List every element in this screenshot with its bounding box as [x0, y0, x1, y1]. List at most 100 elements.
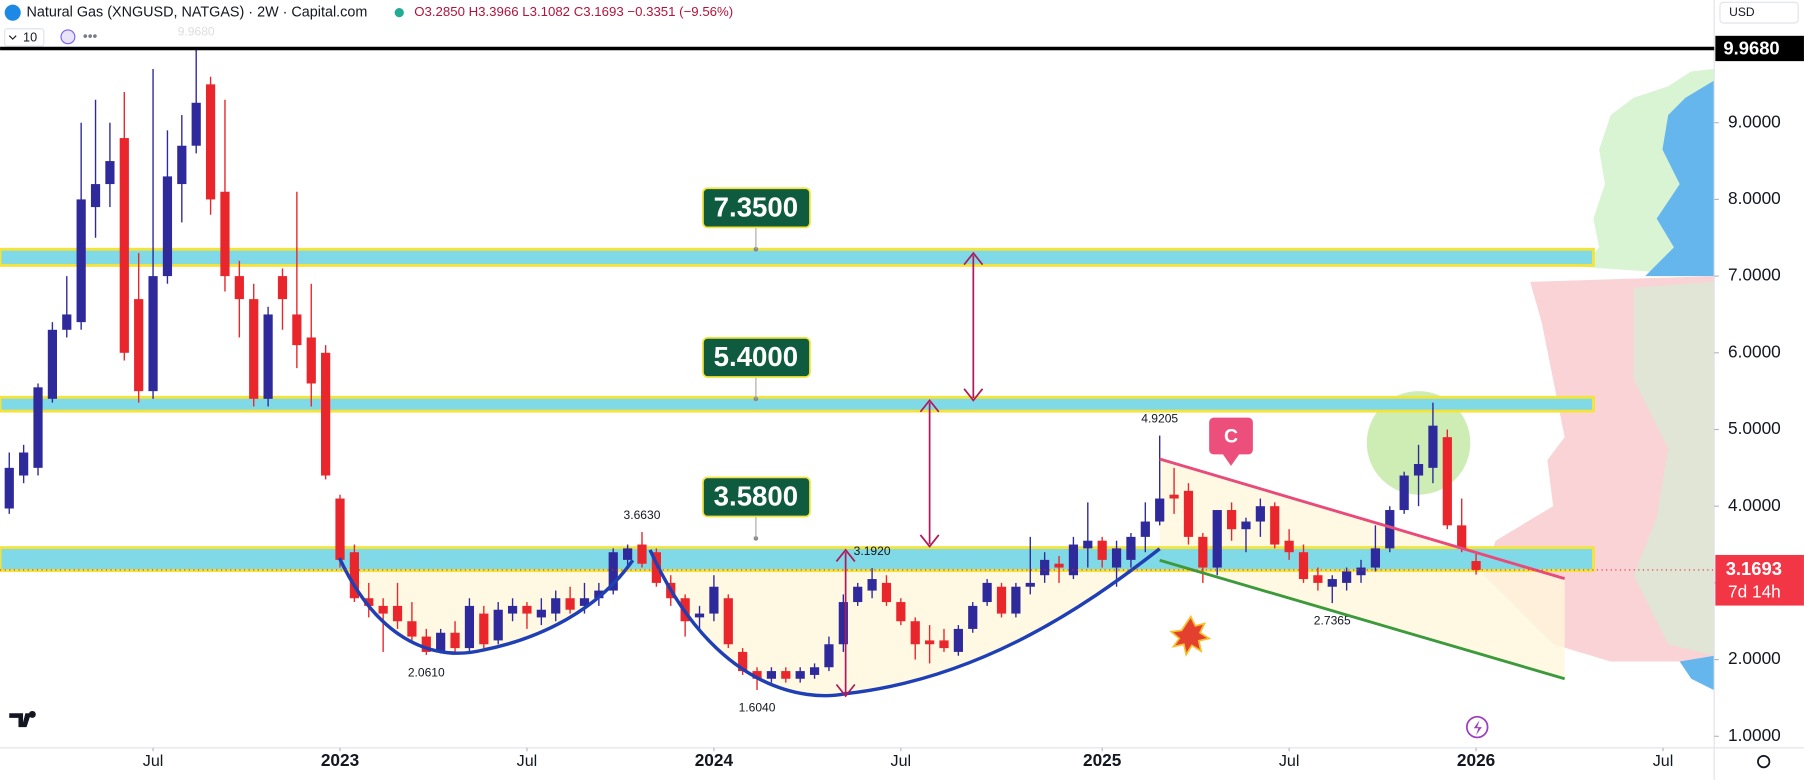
x-tick-label: 2023: [321, 750, 359, 770]
candle-body: [925, 640, 935, 645]
candle-body: [177, 145, 187, 185]
y-tick-label: 4.0000: [1728, 495, 1781, 515]
last-price-label: 3.1693: [1726, 558, 1782, 579]
level-zone: [0, 395, 1595, 413]
candle-body: [536, 609, 546, 618]
x-tick-label: 2025: [1083, 750, 1122, 770]
candle-body: [234, 276, 244, 300]
candle-body: [450, 632, 460, 649]
candle-body: [1011, 586, 1021, 614]
y-tick-label: 6.0000: [1728, 341, 1781, 361]
candle-body: [1356, 567, 1366, 576]
bar-countdown: 7d 14h: [1728, 581, 1781, 601]
candle-body: [1428, 425, 1438, 468]
price-annotation: 2.7365: [1314, 614, 1351, 628]
last-price-box: [1715, 554, 1804, 606]
candle-body: [565, 598, 575, 610]
more-menu[interactable]: •••: [83, 28, 98, 43]
candle-body: [1270, 506, 1280, 545]
candle-body: [723, 598, 733, 645]
candle-body: [19, 452, 29, 476]
candle-body: [1126, 536, 1136, 560]
candle-body: [694, 613, 705, 618]
candle-body: [62, 314, 72, 330]
interval-value[interactable]: 10: [23, 30, 37, 44]
candle-body: [608, 552, 618, 591]
candle-body: [464, 605, 475, 649]
candle-body: [378, 605, 388, 614]
candle-body: [90, 184, 101, 208]
candle-body: [220, 191, 230, 277]
candle-body: [623, 548, 633, 560]
volume-profile-low: [1679, 655, 1715, 691]
candle-body: [119, 138, 129, 353]
candle-body: [1183, 490, 1194, 537]
measure-arrows: [835, 251, 984, 698]
currency-button[interactable]: [1719, 1, 1799, 24]
candle-body: [594, 590, 604, 599]
settings-button[interactable]: [1757, 754, 1771, 769]
candle-body: [824, 644, 834, 668]
candle-body: [896, 602, 906, 622]
level-label: 3.5800: [714, 480, 798, 511]
currency-label[interactable]: USD: [1729, 5, 1755, 19]
interval-input[interactable]: [4, 28, 45, 47]
candle-body: [1054, 563, 1064, 568]
marker-balloon: [1209, 417, 1253, 466]
candle-body: [1370, 548, 1381, 568]
candle-body: [809, 667, 820, 675]
candle-body: [1313, 575, 1323, 583]
candle-body: [249, 299, 259, 399]
x-tick-label: Jul: [517, 752, 538, 770]
candle-body: [867, 579, 877, 591]
candle-body: [263, 314, 273, 399]
level-zone: [0, 247, 1595, 267]
level-label: 5.4000: [714, 341, 798, 372]
candle-body: [191, 102, 201, 146]
candle-body: [968, 605, 978, 629]
candle-body: [738, 651, 748, 672]
candle-body: [1097, 540, 1107, 560]
event-icon-bolt: [1473, 720, 1482, 736]
candle-body: [507, 605, 518, 614]
candle-body: [853, 586, 863, 603]
candle-body: [881, 582, 892, 603]
volume-profile-up-core: [1645, 80, 1715, 277]
candle-body: [1155, 498, 1165, 522]
candle-body: [76, 199, 86, 323]
candle-body: [781, 671, 791, 679]
candle-body: [1083, 540, 1093, 549]
candle-body: [1471, 561, 1481, 570]
x-tick-label: 2026: [1457, 750, 1495, 770]
price-annotation: 3.6630: [624, 508, 661, 522]
dropdown-caret: [8, 35, 17, 40]
indicator-toggle[interactable]: [60, 29, 76, 45]
candle-body: [752, 671, 762, 679]
candle-body: [364, 598, 374, 606]
price-annotation: 3.1920: [854, 544, 891, 558]
x-tick-label: Jul: [1653, 752, 1674, 770]
candle-body: [709, 586, 719, 614]
candle-body: [162, 176, 173, 277]
candle-body: [910, 621, 920, 645]
price-annotation: 2.0610: [408, 666, 445, 680]
x-tick-label: 2024: [695, 750, 734, 770]
ohlc-legend: O3.2850 H3.3966 L3.1082 C3.1693 −0.3351 …: [414, 4, 733, 19]
x-tick-label: Jul: [143, 752, 164, 770]
candle-body: [134, 299, 144, 392]
candle-body: [1212, 510, 1222, 568]
symbol-icon[interactable]: [4, 4, 21, 21]
trend-line: [1159, 457, 1566, 581]
candle-body: [47, 329, 57, 399]
price-annotation: 1.6040: [739, 701, 776, 715]
candle-body: [421, 636, 431, 652]
candle-body: [953, 628, 963, 652]
background-layer: [339, 69, 1715, 696]
candle-body: [1298, 552, 1309, 580]
y-tick-label: 8.0000: [1728, 188, 1781, 208]
candle-body: [335, 498, 345, 560]
price-annotation: 4.9205: [1141, 412, 1178, 426]
level-label: 7.3500: [714, 191, 798, 222]
